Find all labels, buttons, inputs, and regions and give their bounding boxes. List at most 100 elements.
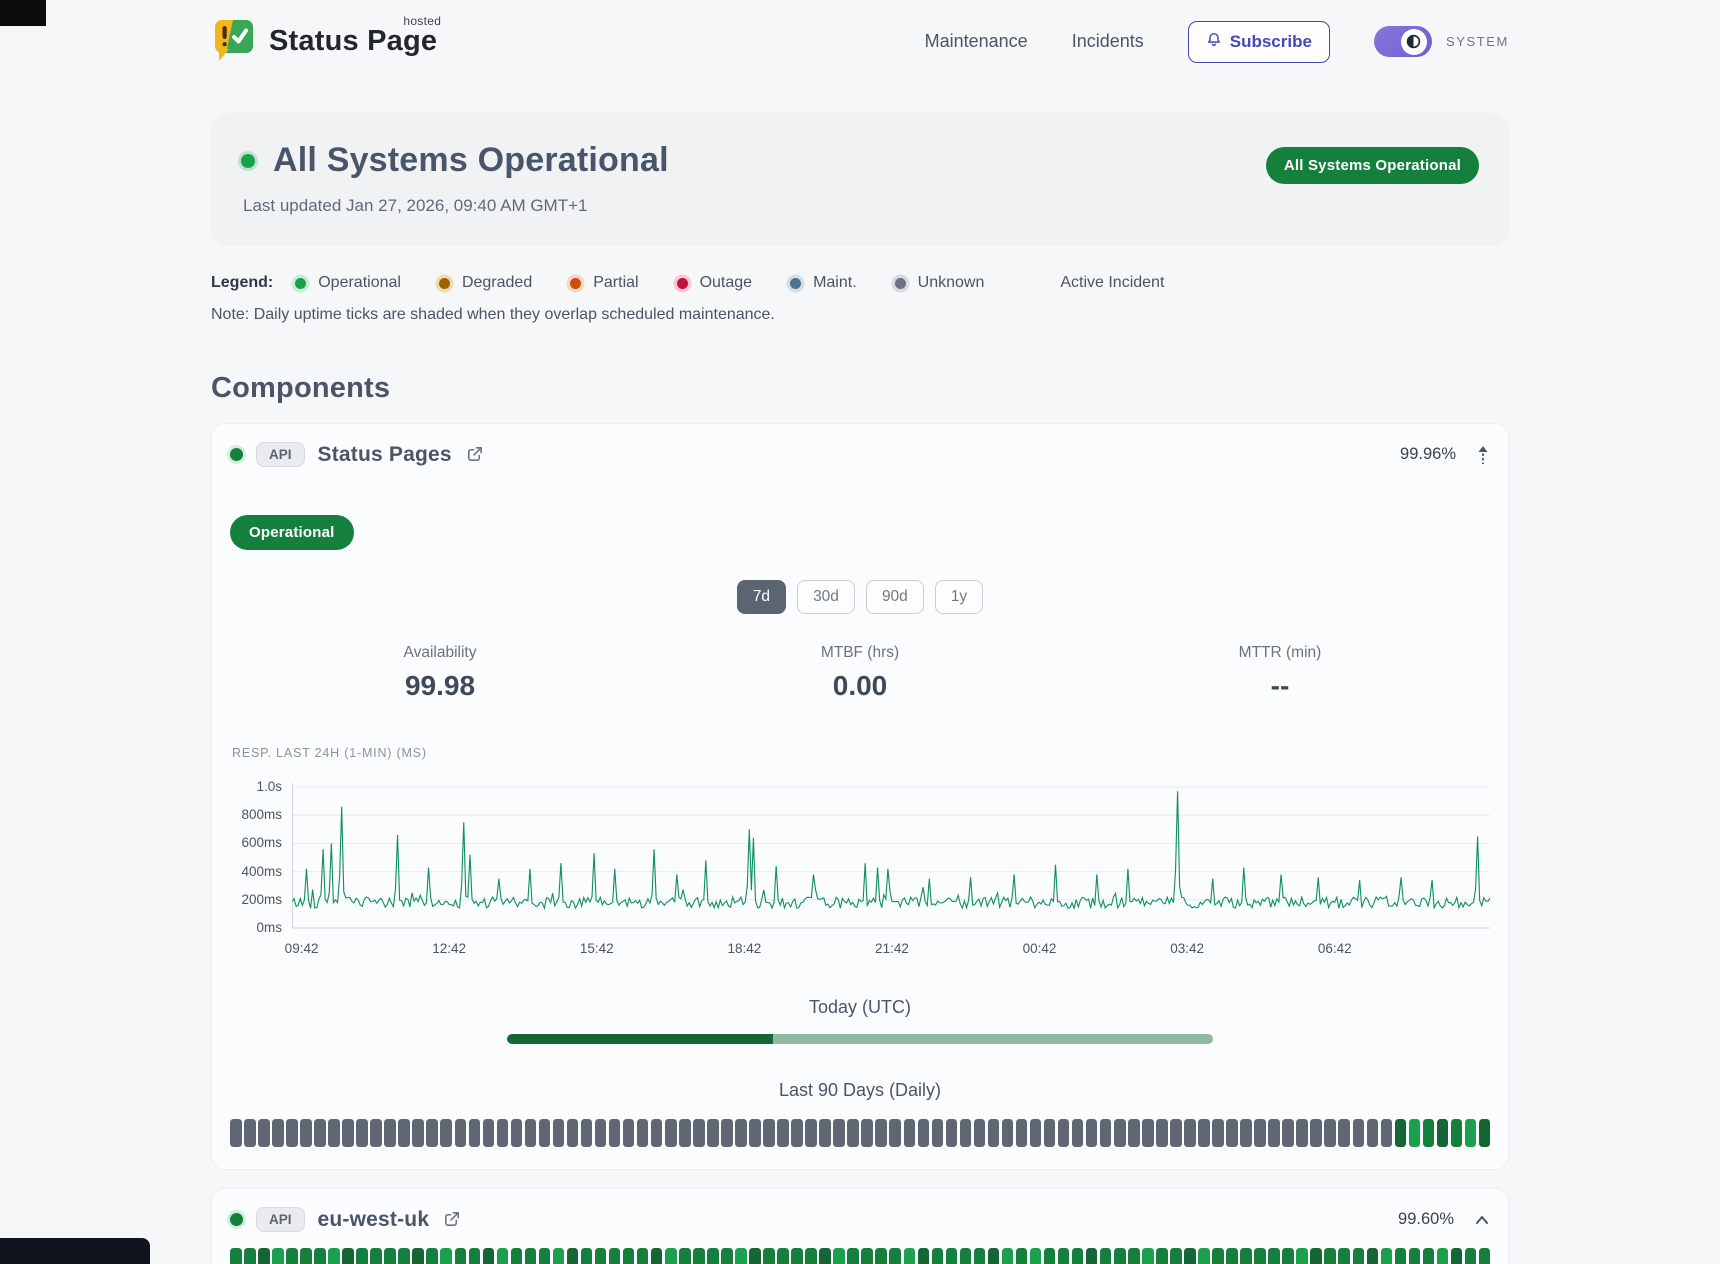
uptime-day-tick[interactable] bbox=[580, 1119, 593, 1147]
uptime-day-tick[interactable] bbox=[1324, 1119, 1336, 1147]
uptime-day-tick[interactable] bbox=[1057, 1248, 1070, 1264]
uptime-day-tick[interactable] bbox=[566, 1119, 579, 1147]
brand[interactable]: Status Page hosted bbox=[211, 14, 441, 67]
uptime-day-tick[interactable] bbox=[987, 1248, 1000, 1264]
uptime-day-tick[interactable] bbox=[496, 1119, 509, 1147]
uptime-day-tick[interactable] bbox=[1071, 1119, 1084, 1147]
uptime-day-tick[interactable] bbox=[412, 1119, 424, 1147]
uptime-day-tick[interactable] bbox=[987, 1119, 1000, 1147]
uptime-day-tick[interactable] bbox=[847, 1119, 859, 1147]
uptime-day-tick[interactable] bbox=[1282, 1248, 1294, 1264]
uptime-day-tick[interactable] bbox=[1212, 1248, 1224, 1264]
uptime-day-tick[interactable] bbox=[861, 1248, 873, 1264]
uptime-day-tick[interactable] bbox=[1184, 1119, 1196, 1147]
uptime-day-tick[interactable] bbox=[819, 1119, 831, 1147]
uptime-day-tick[interactable] bbox=[1422, 1119, 1435, 1147]
uptime-day-tick[interactable] bbox=[791, 1248, 803, 1264]
uptime-day-tick[interactable] bbox=[664, 1119, 677, 1147]
uptime-day-tick[interactable] bbox=[917, 1119, 930, 1147]
uptime-day-tick[interactable] bbox=[454, 1248, 467, 1264]
uptime-day-tick[interactable] bbox=[398, 1119, 410, 1147]
uptime-day-tick[interactable] bbox=[917, 1248, 930, 1264]
uptime-day-tick[interactable] bbox=[1380, 1119, 1393, 1147]
uptime-day-tick[interactable] bbox=[356, 1248, 368, 1264]
uptime-day-tick[interactable] bbox=[1226, 1119, 1238, 1147]
uptime-day-tick[interactable] bbox=[1422, 1248, 1435, 1264]
uptime-day-tick[interactable] bbox=[903, 1119, 916, 1147]
uptime-day-tick[interactable] bbox=[777, 1248, 789, 1264]
uptime-day-tick[interactable] bbox=[398, 1248, 410, 1264]
nav-maintenance[interactable]: Maintenance bbox=[924, 31, 1028, 51]
external-link-icon[interactable] bbox=[442, 1210, 461, 1229]
uptime-day-tick[interactable] bbox=[721, 1119, 733, 1147]
uptime-day-tick[interactable] bbox=[1338, 1119, 1350, 1147]
uptime-day-tick[interactable] bbox=[889, 1248, 901, 1264]
uptime-day-tick[interactable] bbox=[342, 1119, 354, 1147]
uptime-day-tick[interactable] bbox=[524, 1119, 537, 1147]
uptime-day-tick[interactable] bbox=[650, 1248, 663, 1264]
uptime-day-tick[interactable] bbox=[847, 1248, 859, 1264]
uptime-day-tick[interactable] bbox=[973, 1119, 986, 1147]
uptime-day-tick[interactable] bbox=[875, 1119, 887, 1147]
arrow-up-dotted-icon[interactable] bbox=[1476, 444, 1490, 466]
uptime-day-tick[interactable] bbox=[1436, 1248, 1449, 1264]
uptime-day-tick[interactable] bbox=[328, 1119, 340, 1147]
uptime-day-tick[interactable] bbox=[370, 1119, 382, 1147]
uptime-day-tick[interactable] bbox=[468, 1248, 481, 1264]
uptime-day-tick[interactable] bbox=[482, 1119, 495, 1147]
uptime-day-tick[interactable] bbox=[482, 1248, 495, 1264]
uptime-day-tick[interactable] bbox=[440, 1248, 452, 1264]
uptime-day-tick[interactable] bbox=[1408, 1248, 1421, 1264]
external-link-icon[interactable] bbox=[465, 445, 484, 464]
uptime-day-tick[interactable] bbox=[1254, 1248, 1266, 1264]
uptime-day-tick[interactable] bbox=[749, 1119, 761, 1147]
uptime-day-tick[interactable] bbox=[1310, 1248, 1322, 1264]
uptime-day-tick[interactable] bbox=[314, 1248, 326, 1264]
uptime-day-tick[interactable] bbox=[580, 1248, 593, 1264]
uptime-day-tick[interactable] bbox=[1268, 1119, 1280, 1147]
uptime-day-tick[interactable] bbox=[1408, 1119, 1421, 1147]
uptime-day-tick[interactable] bbox=[1282, 1119, 1294, 1147]
uptime-day-tick[interactable] bbox=[1128, 1248, 1140, 1264]
uptime-day-tick[interactable] bbox=[1170, 1119, 1182, 1147]
uptime-day-tick[interactable] bbox=[1268, 1248, 1280, 1264]
uptime-day-tick[interactable] bbox=[833, 1248, 845, 1264]
uptime-day-tick[interactable] bbox=[468, 1119, 481, 1147]
uptime-day-tick[interactable] bbox=[721, 1248, 733, 1264]
uptime-day-tick[interactable] bbox=[1198, 1248, 1210, 1264]
uptime-day-tick[interactable] bbox=[370, 1248, 382, 1264]
uptime-day-tick[interactable] bbox=[342, 1248, 354, 1264]
uptime-day-tick[interactable] bbox=[819, 1248, 831, 1264]
uptime-day-tick[interactable] bbox=[258, 1248, 270, 1264]
uptime-day-tick[interactable] bbox=[1324, 1248, 1336, 1264]
uptime-day-tick[interactable] bbox=[608, 1248, 621, 1264]
uptime-day-tick[interactable] bbox=[566, 1248, 579, 1264]
uptime-day-tick[interactable] bbox=[258, 1119, 270, 1147]
uptime-day-tick[interactable] bbox=[903, 1248, 916, 1264]
uptime-day-tick[interactable] bbox=[384, 1119, 396, 1147]
uptime-day-tick[interactable] bbox=[1128, 1119, 1140, 1147]
uptime-day-tick[interactable] bbox=[1043, 1119, 1056, 1147]
uptime-day-tick[interactable] bbox=[286, 1119, 298, 1147]
uptime-day-tick[interactable] bbox=[1352, 1248, 1365, 1264]
uptime-day-tick[interactable] bbox=[454, 1119, 467, 1147]
uptime-day-tick[interactable] bbox=[244, 1119, 256, 1147]
uptime-day-tick[interactable] bbox=[440, 1119, 452, 1147]
uptime-day-tick[interactable] bbox=[1366, 1119, 1379, 1147]
uptime-day-tick[interactable] bbox=[426, 1248, 438, 1264]
uptime-day-tick[interactable] bbox=[538, 1248, 551, 1264]
uptime-day-tick[interactable] bbox=[945, 1119, 958, 1147]
uptime-day-tick[interactable] bbox=[1240, 1248, 1252, 1264]
uptime-day-tick[interactable] bbox=[1015, 1248, 1028, 1264]
uptime-day-tick[interactable] bbox=[735, 1248, 747, 1264]
chevron-up-icon[interactable] bbox=[1474, 1213, 1490, 1227]
uptime-day-tick[interactable] bbox=[1029, 1119, 1042, 1147]
uptime-day-tick[interactable] bbox=[1071, 1248, 1084, 1264]
uptime-day-tick[interactable] bbox=[1436, 1119, 1449, 1147]
uptime-day-tick[interactable] bbox=[594, 1119, 607, 1147]
uptime-day-tick[interactable] bbox=[1057, 1119, 1070, 1147]
uptime-day-tick[interactable] bbox=[1142, 1248, 1154, 1264]
uptime-day-tick[interactable] bbox=[679, 1119, 691, 1147]
uptime-day-tick[interactable] bbox=[286, 1248, 298, 1264]
uptime-day-tick[interactable] bbox=[1085, 1248, 1098, 1264]
